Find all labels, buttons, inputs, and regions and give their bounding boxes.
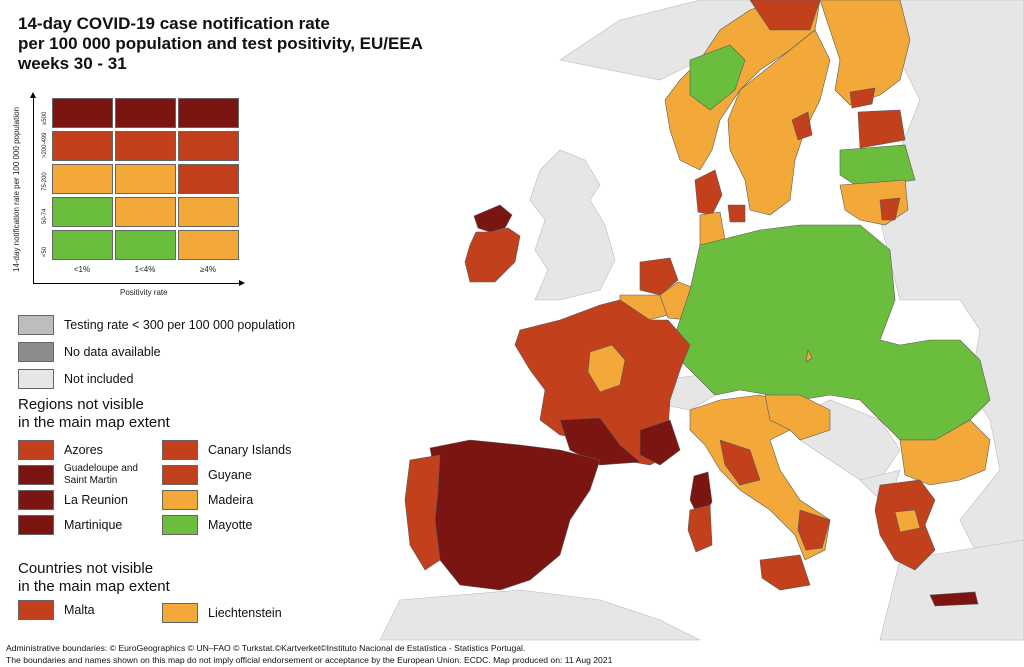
matrix-row-label: >200-499 (42, 131, 48, 158)
region-label: Martinique (64, 518, 123, 532)
norway (664, 0, 821, 171)
matrix-row-label: ≥500 (42, 111, 48, 125)
ireland (464, 204, 521, 283)
italy (687, 394, 831, 591)
matrix-row-label: <50 (42, 246, 48, 257)
region-swatch (18, 515, 54, 535)
title-line-3: weeks 30 - 31 (18, 54, 127, 73)
region-swatch (18, 440, 54, 460)
region-swatch (18, 465, 54, 485)
matrix-cell (115, 164, 176, 194)
countries-heading-line-2: in the main map extent (18, 578, 170, 595)
countries-heading-line-1: Countries not visible (18, 560, 154, 577)
baltics (839, 109, 916, 226)
matrix-cell (52, 197, 113, 227)
matrix-cell (52, 131, 113, 161)
region-label: Canary Islands (208, 443, 292, 457)
country-swatch (162, 603, 198, 623)
testing-rate-swatch (18, 315, 54, 335)
matrix-cell (115, 230, 176, 260)
region-swatch (18, 490, 54, 510)
matrix-row-label: 75-200 (42, 171, 48, 191)
matrix-y-axis-label: 14-day notification rate per 100 000 pop… (12, 106, 21, 272)
country-swatch (18, 600, 54, 620)
matrix-cell (178, 230, 239, 260)
matrix-col-label: <1% (73, 265, 91, 274)
no-data-label: No data available (64, 345, 161, 359)
matrix-cell (115, 131, 176, 161)
not-included-swatch (18, 369, 54, 389)
x-axis-arrow (33, 280, 245, 286)
matrix-cell (52, 164, 113, 194)
sweden (727, 29, 831, 216)
testing-rate-label: Testing rate < 300 per 100 000 populatio… (64, 318, 296, 332)
region-swatch (162, 440, 198, 460)
balkans (899, 419, 991, 486)
no-data-swatch (18, 342, 54, 362)
matrix-col-label: 1<4% (134, 265, 156, 274)
matrix-cell (178, 98, 239, 128)
footer-line-1: Administrative boundaries: © EuroGeograp… (6, 643, 526, 653)
region-label: La Reunion (64, 493, 128, 507)
matrix-cell (52, 230, 113, 260)
region-swatch (162, 465, 198, 485)
y-axis-arrow (30, 92, 36, 284)
matrix-cell (52, 98, 113, 128)
matrix-x-axis-label: Positivity rate (120, 288, 168, 297)
greece (874, 479, 979, 607)
matrix-cell (178, 131, 239, 161)
regions-heading-line-2: in the main map extent (18, 414, 170, 431)
croatia-slovenia (764, 394, 831, 441)
matrix-col-label: ≥4% (200, 265, 216, 274)
matrix-cell (178, 164, 239, 194)
legend-matrix (50, 98, 240, 263)
countries-heading: Countries not visible in the main map ex… (18, 560, 170, 596)
map-footer: Administrative boundaries: © EuroGeograp… (6, 642, 612, 666)
finland (819, 0, 911, 109)
iberia (404, 439, 601, 591)
region-swatch (162, 515, 198, 535)
region-label: Mayotte (208, 518, 253, 532)
regions-heading: Regions not visible in the main map exte… (18, 396, 170, 432)
matrix-row-label: 50-74 (42, 208, 48, 224)
regions-heading-line-1: Regions not visible (18, 396, 144, 413)
title-line-2: per 100 000 population and test positivi… (18, 34, 423, 53)
region-label: Guyane (208, 468, 252, 482)
matrix-cell (115, 98, 176, 128)
map-title: 14-day COVID-19 case notification rate p… (18, 14, 438, 74)
footer-line-2: The boundaries and names shown on this m… (6, 655, 613, 665)
region-label: Guadeloupe and Saint Martin (64, 463, 138, 486)
matrix-cell (178, 197, 239, 227)
region-swatch (162, 490, 198, 510)
country-label: Liechtenstein (208, 606, 282, 620)
region-label: Azores (64, 443, 103, 457)
matrix-cell (115, 197, 176, 227)
title-line-1: 14-day COVID-19 case notification rate (18, 14, 330, 33)
france (514, 299, 691, 466)
region-label: Madeira (208, 493, 254, 507)
not-included-label: Not included (64, 372, 134, 386)
country-label: Malta (64, 603, 95, 617)
